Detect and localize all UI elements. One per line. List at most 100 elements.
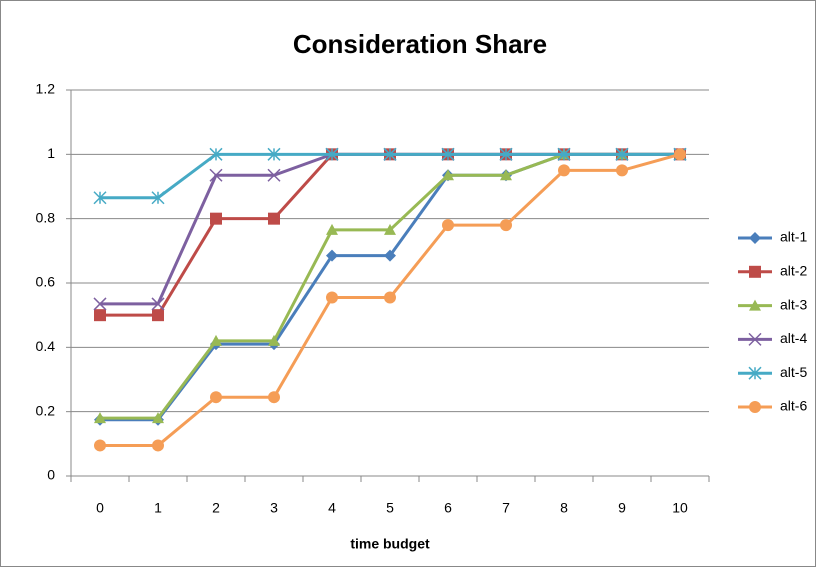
marker-shape [383, 147, 397, 161]
data-point [383, 147, 397, 161]
marker-shape [615, 147, 629, 161]
data-point [94, 309, 106, 322]
x-tick-label: 5 [386, 500, 394, 516]
marker-shape [210, 334, 222, 346]
data-point [210, 212, 222, 225]
x-tick-label: 1 [154, 500, 162, 516]
x-tick-label: 0 [96, 500, 104, 516]
data-point [441, 147, 455, 161]
legend-marker [749, 401, 761, 413]
marker-shape [209, 168, 223, 182]
marker-shape [500, 169, 512, 181]
marker-shape [557, 147, 571, 161]
marker-shape [152, 412, 164, 424]
marker-shape [384, 223, 396, 235]
data-point [615, 147, 629, 161]
data-point [326, 291, 338, 304]
y-tick-label: 0.2 [36, 402, 56, 418]
data-point [93, 297, 107, 311]
marker-shape [151, 297, 165, 311]
x-tick-label: 8 [560, 500, 568, 516]
data-point [151, 191, 165, 205]
legend-label: alt-2 [780, 263, 807, 279]
data-point [384, 223, 396, 235]
x-tick-label: 6 [444, 500, 452, 516]
marker-shape [326, 249, 338, 262]
data-point [94, 439, 106, 452]
marker-shape [748, 366, 762, 380]
data-point [326, 223, 338, 235]
marker-shape [93, 297, 107, 311]
data-point [209, 147, 223, 161]
marker-shape [268, 391, 280, 404]
marker-shape [94, 439, 106, 452]
data-point [268, 391, 280, 404]
data-point [384, 291, 396, 304]
marker-shape [94, 309, 106, 322]
legend-marker [748, 332, 762, 346]
data-point [499, 147, 513, 161]
data-point [326, 249, 338, 262]
marker-shape [442, 169, 454, 181]
marker-shape [210, 391, 222, 404]
data-point [267, 147, 281, 161]
data-point [500, 169, 512, 181]
marker-shape [151, 191, 165, 205]
marker-shape [442, 219, 454, 232]
marker-shape [267, 168, 281, 182]
x-tick-label: 10 [672, 500, 688, 516]
data-point [674, 148, 686, 161]
y-tick-label: 0.6 [36, 274, 56, 290]
data-point [94, 412, 106, 424]
data-point [152, 412, 164, 424]
data-point [616, 164, 628, 177]
x-tick-label: 2 [212, 500, 220, 516]
data-point [268, 334, 280, 346]
data-point [442, 219, 454, 232]
marker-shape [326, 223, 338, 235]
marker-shape [384, 249, 396, 262]
legend-marker [749, 265, 761, 278]
legend-label: alt-4 [780, 330, 807, 346]
data-point [93, 191, 107, 205]
marker-shape [94, 412, 106, 424]
legend-marker [749, 299, 761, 311]
y-tick-label: 0 [47, 467, 55, 483]
y-tick-label: 0.4 [36, 338, 56, 354]
marker-shape [209, 147, 223, 161]
marker-shape [748, 332, 762, 346]
legend-marker [748, 366, 762, 380]
data-point [152, 309, 164, 322]
legend-label: alt-1 [780, 229, 807, 245]
chart-title: Consideration Share [293, 29, 547, 59]
marker-shape [500, 219, 512, 232]
data-point [442, 169, 454, 181]
x-tick-label: 4 [328, 500, 336, 516]
marker-shape [152, 309, 164, 322]
legend-label: alt-3 [780, 296, 807, 312]
data-point [209, 168, 223, 182]
data-point [384, 249, 396, 262]
legend-label: alt-5 [780, 364, 807, 380]
marker-shape [749, 401, 761, 413]
x-tick-label: 7 [502, 500, 510, 516]
x-axis-label: time budget [350, 536, 430, 552]
data-point [210, 391, 222, 404]
marker-shape [268, 212, 280, 225]
data-point [267, 168, 281, 182]
data-point [325, 147, 339, 161]
data-point [500, 219, 512, 232]
legend-label: alt-6 [780, 398, 807, 414]
data-point [558, 164, 570, 177]
marker-shape [152, 439, 164, 452]
marker-shape [210, 212, 222, 225]
data-point [152, 439, 164, 452]
data-point [151, 297, 165, 311]
y-tick-label: 0.8 [36, 209, 56, 225]
marker-shape [616, 164, 628, 177]
data-point [210, 334, 222, 346]
marker-shape [267, 147, 281, 161]
marker-shape [93, 191, 107, 205]
